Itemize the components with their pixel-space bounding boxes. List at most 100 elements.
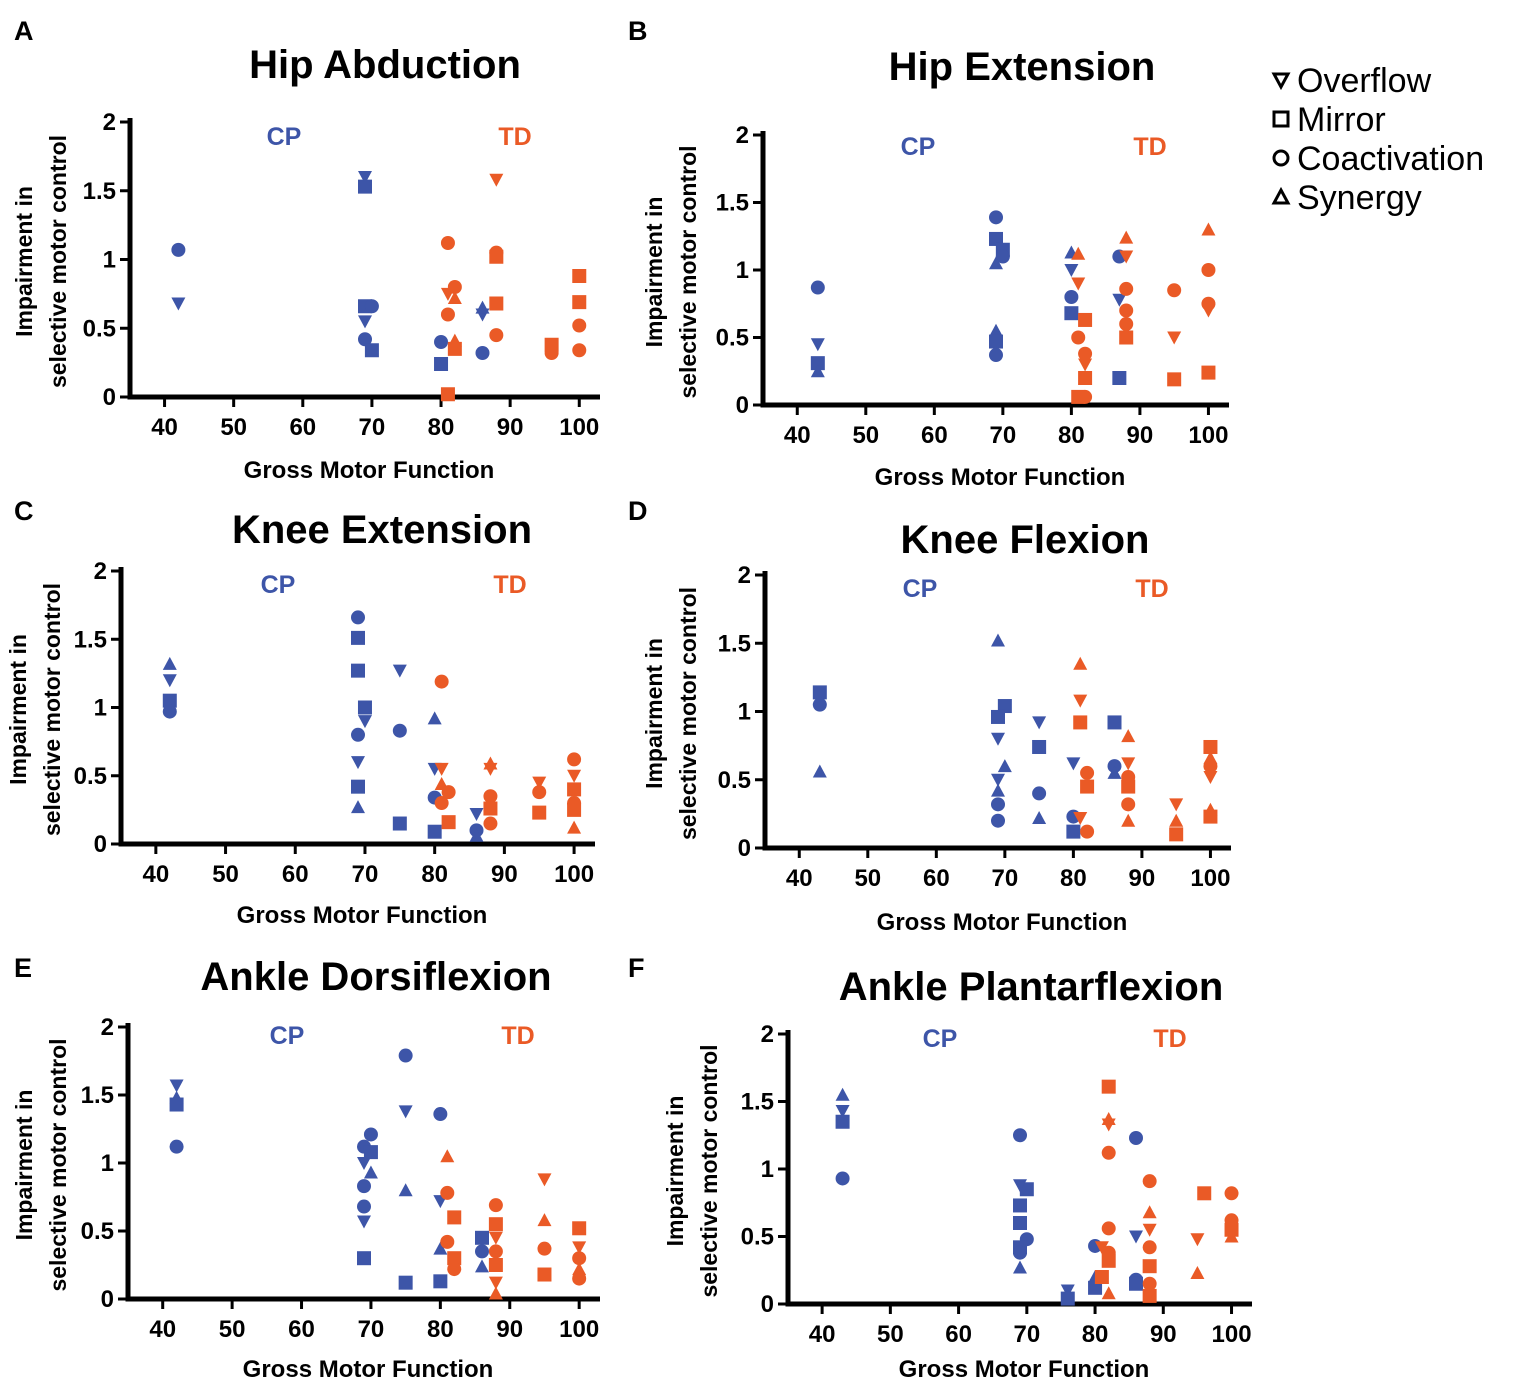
group-label-cp: CP (270, 1022, 305, 1050)
point-cp-synergy (1107, 765, 1122, 779)
point-td-coactivation (1203, 759, 1218, 774)
point-td-coactivation (434, 674, 449, 689)
point-td-mirror (1101, 1079, 1116, 1094)
point-td-overflow (572, 1241, 587, 1255)
panel-a: A Hip Abduction CP TD 0 0.5 1 1.5 2 40 50 60 70 80 90 1… (11, 16, 600, 484)
point-td-mirror (1073, 715, 1088, 730)
point-td-overflow (1169, 798, 1184, 812)
chart-title: Hip Abduction (249, 43, 521, 87)
point-td-synergy (1121, 813, 1136, 827)
data-points (812, 633, 1218, 842)
point-cp-mirror (427, 824, 442, 839)
point-cp-overflow (1112, 293, 1127, 307)
point-td-synergy (447, 333, 462, 347)
point-cp-synergy (991, 633, 1005, 647)
point-td-coactivation (572, 1251, 587, 1266)
point-cp-synergy (989, 323, 1003, 337)
x-tick-label: 40 (151, 414, 178, 441)
point-td-coactivation (440, 236, 455, 250)
point-cp-mirror (351, 779, 365, 794)
point-cp-coactivation (991, 797, 1005, 812)
x-tick-label: 50 (852, 422, 879, 449)
x-tick-label: 90 (491, 861, 518, 888)
y-tick-label: 2 (761, 1021, 774, 1048)
x-tick-label: 90 (1150, 1321, 1177, 1348)
point-cp-mirror (835, 1114, 850, 1129)
group-label-td: TD (498, 123, 531, 151)
point-cp-mirror (1107, 715, 1122, 730)
group-label-td: TD (1153, 1025, 1186, 1053)
point-cp-synergy (398, 1183, 413, 1197)
y-axis-label-line-2: selective motor control (45, 135, 71, 388)
point-td-coactivation (572, 1271, 587, 1286)
point-cp-overflow (1129, 1230, 1143, 1244)
point-cp-synergy (810, 364, 825, 378)
point-cp-overflow (1013, 1179, 1027, 1193)
x-axis-label: Gross Motor Function (875, 464, 1126, 491)
point-cp-mirror (392, 816, 407, 831)
point-td-overflow (1073, 811, 1088, 825)
chart-title: Knee Extension (232, 508, 532, 552)
point-cp-overflow (357, 715, 372, 729)
point-cp-synergy (363, 1165, 378, 1179)
point-td-overflow (1078, 358, 1093, 372)
point-cp-mirror (363, 1145, 378, 1160)
x-tick-label: 80 (1058, 422, 1085, 449)
point-cp-mirror (357, 1251, 371, 1266)
chart-title: Ankle Dorsiflexion (200, 955, 551, 999)
point-cp-coactivation (357, 1179, 371, 1194)
y-tick-label: 1.5 (716, 190, 749, 217)
point-td-mirror (1094, 1270, 1109, 1284)
point-td-mirror (1142, 1259, 1157, 1274)
point-td-synergy (1142, 1205, 1157, 1219)
point-td-coactivation (1121, 797, 1136, 812)
y-tick-label: 2 (94, 558, 107, 585)
x-tick-label: 80 (428, 414, 455, 441)
point-cp-mirror (1013, 1198, 1027, 1213)
point-td-mirror (440, 387, 455, 402)
point-td-overflow (1203, 771, 1218, 785)
point-cp-coactivation (475, 1244, 489, 1259)
point-td-coactivation (1078, 346, 1093, 361)
point-cp-mirror (991, 709, 1005, 724)
point-td-synergy (483, 756, 498, 770)
point-cp-synergy (1032, 810, 1047, 824)
point-cp-synergy (991, 783, 1005, 797)
point-td-mirror (447, 1251, 462, 1266)
point-td-coactivation (1119, 281, 1134, 296)
point-td-coactivation (1119, 317, 1134, 331)
point-td-synergy (440, 1149, 455, 1163)
data-points (171, 171, 587, 402)
point-td-mirror (567, 802, 582, 817)
panel-e: E Ankle Dorsiflexion CP TD 0 0.5 1 1.5 2 40 50 60 70… (11, 953, 600, 1381)
point-td-mirror (1203, 739, 1218, 754)
point-cp-coactivation (392, 723, 407, 738)
point-cp-mirror (1066, 824, 1081, 839)
x-tick-label: 60 (921, 422, 948, 449)
point-td-coactivation (572, 318, 587, 333)
panel-letter: F (628, 953, 645, 983)
y-axis-label-line-1: Impairment in (662, 1096, 688, 1247)
point-td-overflow (440, 287, 455, 301)
point-td-overflow (537, 1173, 552, 1187)
x-tick-label: 40 (149, 1316, 176, 1343)
x-axis-label: Gross Motor Function (899, 1356, 1150, 1381)
point-cp-synergy (469, 828, 484, 842)
x-tick-label: 60 (282, 861, 309, 888)
point-td-coactivation (572, 343, 587, 358)
point-cp-overflow (169, 1079, 184, 1093)
point-td-coactivation (544, 346, 559, 360)
chart-panels: A Hip Abduction CP TD 0 0.5 1 1.5 2 40 50 60 70 80 90 1… (5, 16, 1252, 1381)
x-tick-label: 100 (559, 1316, 599, 1343)
point-cp-synergy (162, 656, 177, 670)
point-cp-coactivation (171, 242, 186, 257)
legend-coactivation-icon (1272, 149, 1290, 167)
x-tick-label: 90 (1127, 422, 1154, 449)
x-tick-label: 70 (359, 414, 386, 441)
x-axis-label: Gross Motor Function (243, 1356, 494, 1381)
x-tick-label: 50 (877, 1321, 904, 1348)
point-cp-overflow (1032, 716, 1047, 730)
point-cp-coactivation (162, 704, 177, 719)
x-tick-label: 100 (1190, 865, 1230, 892)
